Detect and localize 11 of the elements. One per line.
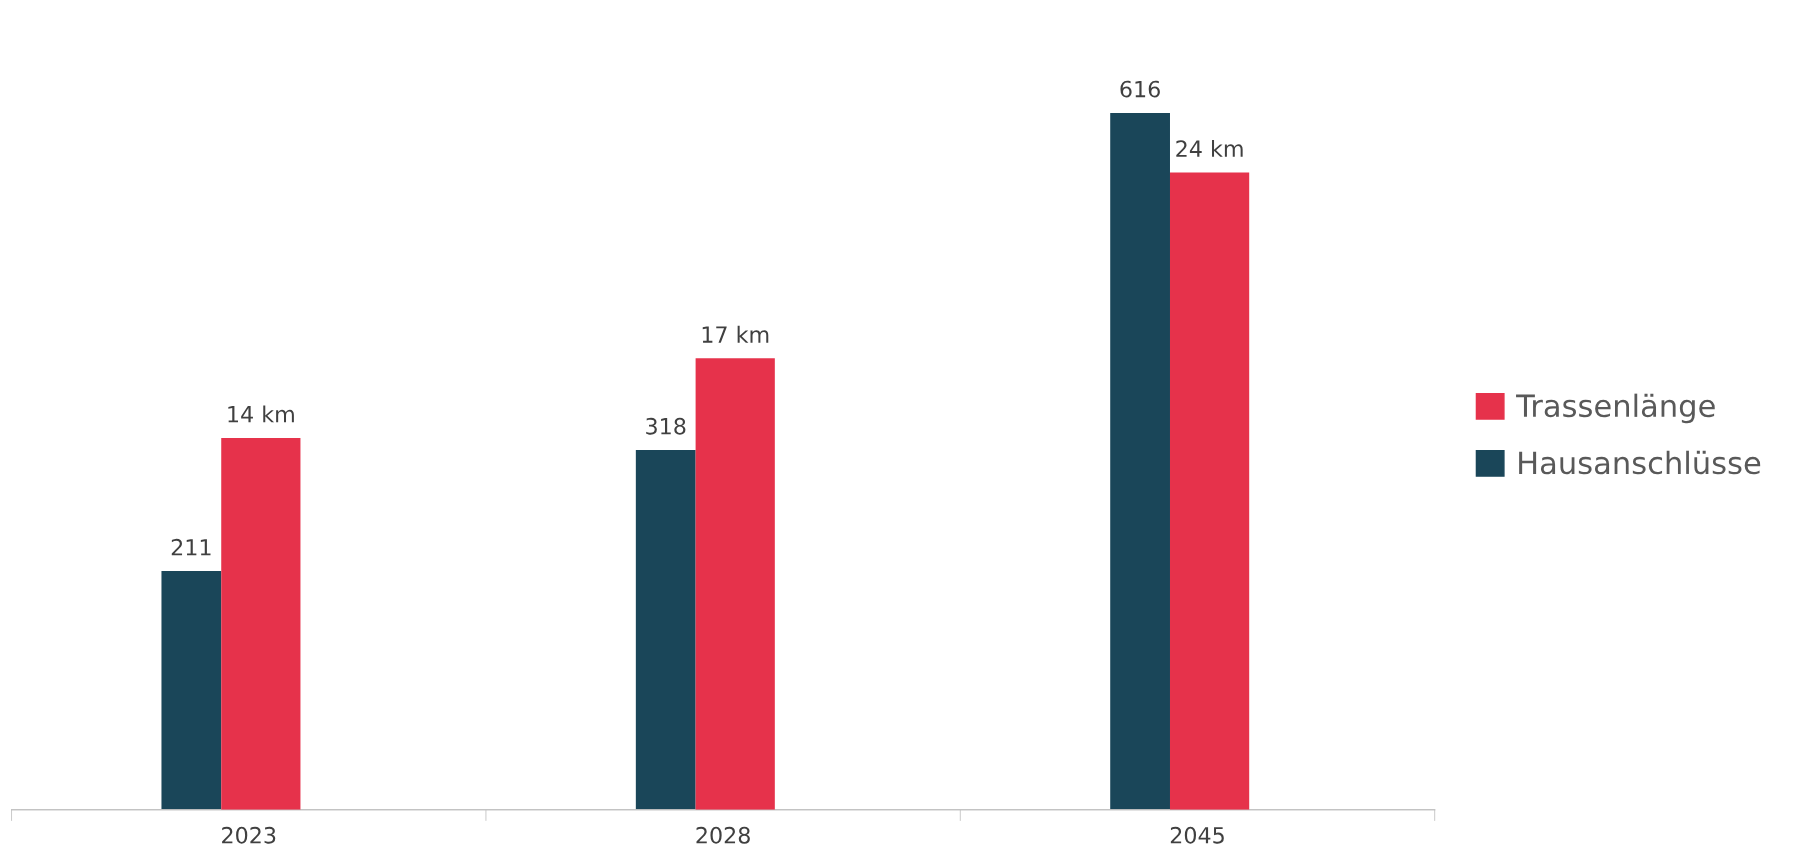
data-label: 616 xyxy=(1120,80,1160,98)
data-label: 211 xyxy=(171,538,211,556)
data-label: 318 xyxy=(646,417,686,435)
x-tick-label: 2045 xyxy=(1170,826,1224,844)
x-tick-label: 2028 xyxy=(696,826,750,844)
data-label: 17 km xyxy=(702,325,769,343)
data-label: 24 km xyxy=(1176,139,1243,157)
legend-label: Hausanschlüsse xyxy=(1519,450,1761,475)
legend-label: Trassenlänge xyxy=(1516,393,1715,424)
x-tick-label: 2023 xyxy=(222,826,276,844)
data-label: 14 km xyxy=(228,405,294,423)
